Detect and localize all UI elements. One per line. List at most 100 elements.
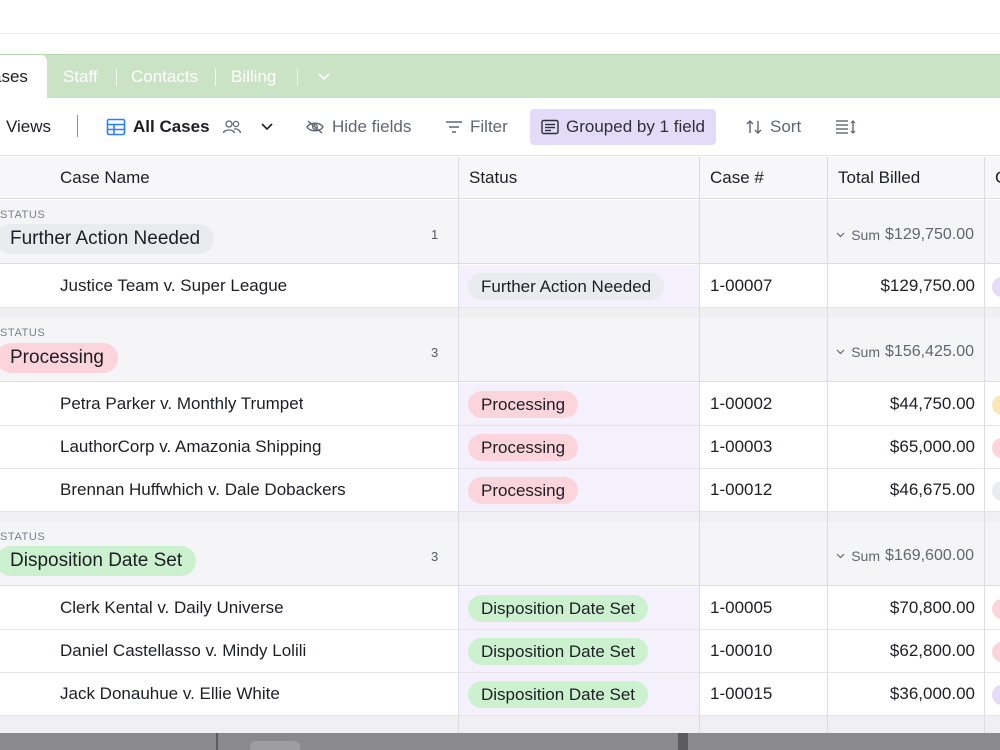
tab-cases[interactable]: ases <box>0 55 47 99</box>
views-label: Views <box>6 117 52 136</box>
case-number-cell[interactable]: 1-00015 <box>710 684 773 703</box>
sum-value: $129,750.00 <box>885 226 974 243</box>
group-field-label: STATUS <box>0 531 46 543</box>
column-header-case-number[interactable]: Case # <box>710 168 764 187</box>
grid-header-row: Case Name Status Case # Total Billed C <box>0 157 1000 199</box>
total-billed-cell[interactable]: $70,800.00 <box>889 598 975 617</box>
chevron-down-icon <box>836 232 845 238</box>
case-number-cell[interactable]: 1-00007 <box>710 276 773 295</box>
view-switcher-button[interactable]: All Cases <box>106 98 280 156</box>
table-row[interactable]: Brennan Huffwhich v. Dale Dobackers Proc… <box>0 469 1000 512</box>
group-record-count: 3 <box>431 549 439 564</box>
window-top-bar <box>0 0 1000 34</box>
case-name-cell[interactable]: LauthorCorp v. Amazonia Shipping <box>60 437 322 456</box>
group-header[interactable]: STATUS Further Action Needed 1 Sum $129,… <box>0 200 1000 264</box>
group-header[interactable]: STATUS Disposition Date Set 3 Sum $169,6… <box>0 522 1000 586</box>
sum-label: Sum <box>851 548 881 564</box>
table-row[interactable]: Jack Donauhue v. Ellie White Disposition… <box>0 673 1000 716</box>
case-number-cell[interactable]: 1-00010 <box>710 641 773 660</box>
total-billed-cell[interactable]: $62,800.00 <box>889 641 975 660</box>
total-billed-cell[interactable]: $44,750.00 <box>889 394 975 413</box>
filter-label: Filter <box>470 117 508 136</box>
tab-divider <box>215 68 216 86</box>
column-header-status[interactable]: Status <box>469 168 518 187</box>
table-row[interactable]: Petra Parker v. Monthly Trumpet Processi… <box>0 383 1000 426</box>
window-divider <box>678 733 688 750</box>
case-name-cell[interactable]: Clerk Kental v. Daily Universe <box>60 598 284 617</box>
group-button[interactable]: Grouped by 1 field <box>530 109 716 145</box>
status-pill: Disposition Date Set <box>468 595 649 622</box>
group-icon <box>541 119 559 135</box>
sort-label: Sort <box>770 117 802 136</box>
status-pill: Disposition Date Set <box>468 681 649 708</box>
case-name-cell[interactable]: Brennan Huffwhich v. Dale Dobackers <box>60 480 346 499</box>
table-tab-bar: ases Staff Contacts Billing <box>0 54 1000 99</box>
row-height-icon <box>836 120 856 134</box>
case-number-cell[interactable]: 1-00005 <box>710 598 773 617</box>
tab-divider <box>116 68 117 86</box>
filter-button[interactable]: Filter <box>445 98 508 156</box>
column-divider[interactable] <box>699 157 700 733</box>
group-status-pill: Disposition Date Set <box>0 546 197 576</box>
case-name-cell[interactable]: Justice Team v. Super League <box>60 276 288 295</box>
case-number-cell[interactable]: 1-00002 <box>710 394 773 413</box>
case-name-cell[interactable]: Petra Parker v. Monthly Trumpet <box>60 394 304 413</box>
group-status-pill: Processing <box>0 343 118 373</box>
column-header-total-billed[interactable]: Total Billed <box>838 168 921 187</box>
group-sum: Sum $169,600.00 <box>836 547 974 565</box>
chevron-down-icon <box>836 553 845 559</box>
more-tables-chevron-icon[interactable] <box>314 55 334 99</box>
toolbar-divider <box>77 115 78 137</box>
column-divider[interactable] <box>984 157 985 733</box>
status-pill: Disposition Date Set <box>468 638 649 665</box>
collaborators-icon <box>222 120 241 134</box>
tab-billing[interactable]: Billing <box>231 67 277 86</box>
row-height-button[interactable] <box>835 98 864 156</box>
status-pill: Processing <box>468 477 579 504</box>
filter-icon <box>446 121 462 133</box>
tab-divider <box>297 68 298 86</box>
status-pill: Further Action Needed <box>468 273 665 300</box>
status-pill: Processing <box>468 434 579 461</box>
next-column-pill <box>992 438 1000 458</box>
hide-fields-button[interactable]: Hide fields <box>305 98 411 156</box>
tab-contacts[interactable]: Contacts <box>131 67 199 86</box>
column-divider[interactable] <box>458 157 459 733</box>
next-column-pill <box>992 685 1000 705</box>
sum-label: Sum <box>851 227 881 243</box>
total-billed-cell[interactable]: $65,000.00 <box>889 437 975 456</box>
window-handle <box>250 741 300 750</box>
chevron-down-icon <box>260 123 273 131</box>
case-number-cell[interactable]: 1-00003 <box>710 437 773 456</box>
group-header[interactable]: STATUS Processing 3 Sum $156,425.00 <box>0 318 1000 382</box>
case-name-cell[interactable]: Jack Donauhue v. Ellie White <box>60 684 280 703</box>
table-row[interactable]: Justice Team v. Super League Further Act… <box>0 265 1000 308</box>
views-button[interactable]: Views <box>6 98 51 156</box>
sort-button[interactable]: Sort <box>745 98 801 156</box>
group-sum: Sum $129,750.00 <box>836 226 974 244</box>
column-header-case-name[interactable]: Case Name <box>60 168 150 187</box>
total-billed-cell[interactable]: $46,675.00 <box>889 480 975 499</box>
next-column-pill <box>992 481 1000 501</box>
total-billed-cell[interactable]: $36,000.00 <box>889 684 975 703</box>
group-field-label: STATUS <box>0 209 46 221</box>
sort-icon <box>746 120 762 134</box>
group-status-pill: Further Action Needed <box>0 224 215 254</box>
column-divider[interactable] <box>827 157 828 733</box>
case-name-cell[interactable]: Daniel Castellasso v. Mindy Lolili <box>60 641 307 660</box>
total-billed-cell[interactable]: $129,750.00 <box>880 276 975 295</box>
group-sum: Sum $156,425.00 <box>836 343 974 361</box>
table-row[interactable]: Daniel Castellasso v. Mindy Lolili Dispo… <box>0 630 1000 673</box>
group-record-count: 1 <box>431 227 439 242</box>
tab-cases-label: ases <box>0 67 28 86</box>
group-field-label: STATUS <box>0 327 46 339</box>
grouped-label: Grouped by 1 field <box>566 117 705 136</box>
case-number-cell[interactable]: 1-00012 <box>710 480 773 499</box>
table-row[interactable]: Clerk Kental v. Daily Universe Dispositi… <box>0 587 1000 630</box>
status-pill: Processing <box>468 391 579 418</box>
tab-staff[interactable]: Staff <box>63 67 98 86</box>
table-row[interactable]: LauthorCorp v. Amazonia Shipping Process… <box>0 426 1000 469</box>
view-toolbar: Views All Cases Hide fields Filter Group… <box>0 98 1000 156</box>
column-header-next[interactable]: C <box>995 157 1000 199</box>
group-record-count: 3 <box>431 345 439 360</box>
